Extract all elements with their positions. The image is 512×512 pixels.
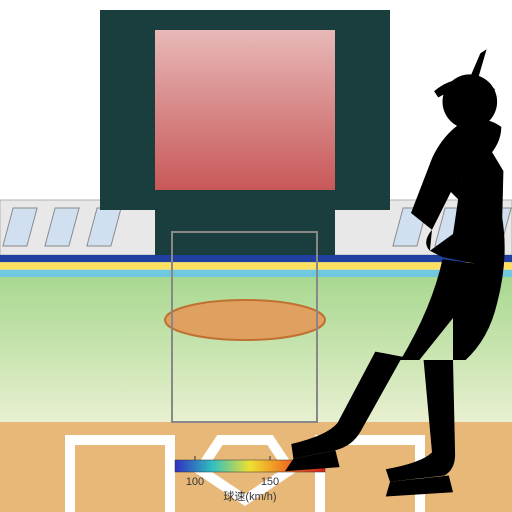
legend-tick-label: 100: [186, 476, 204, 488]
scoreboard-screen: [155, 30, 335, 190]
legend-tick-label: 150: [261, 476, 279, 488]
pitchers-mound: [165, 300, 325, 340]
scene-svg: 100 150球速(km/h): [0, 0, 512, 512]
legend-title: 球速(km/h): [223, 489, 276, 503]
